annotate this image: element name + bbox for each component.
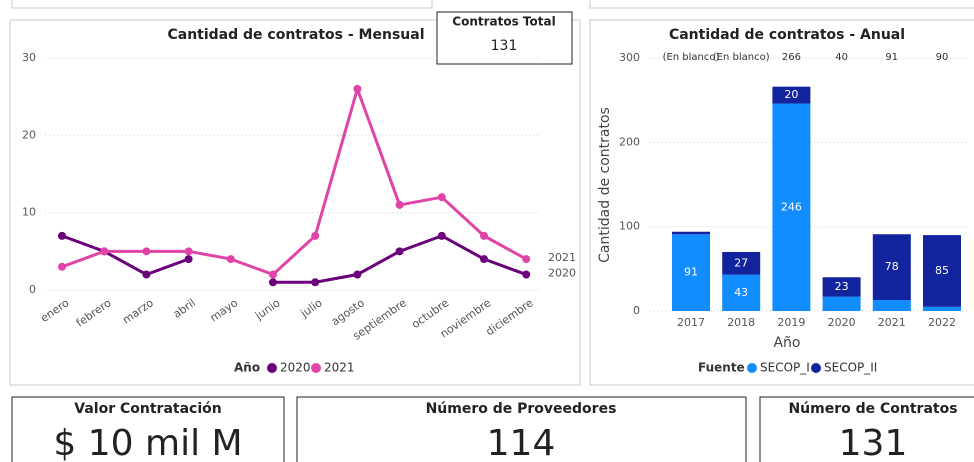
series-end-label: 2021 (548, 251, 576, 264)
x-tick-label: 2017 (677, 316, 705, 329)
point (58, 262, 66, 271)
legend-marker (747, 363, 757, 373)
total-label: 90 (936, 52, 949, 63)
legend-title: Fuente (698, 361, 745, 375)
line (61, 234, 190, 277)
legend-label: SECOP_II (824, 361, 877, 375)
data-label: 27 (734, 256, 748, 269)
data-label: 20 (784, 88, 798, 101)
bar-segment (722, 251, 761, 275)
line (61, 84, 527, 277)
data-label: 23 (835, 280, 849, 293)
point (269, 278, 277, 287)
card-title: Valor Contratación (74, 401, 221, 417)
x-axis-title: Año (773, 335, 800, 351)
series-end-label: 2020 (548, 267, 576, 280)
data-label: 85 (935, 264, 949, 277)
y-tick-label: 100 (619, 220, 640, 233)
point (311, 231, 320, 240)
card-value: 131 (839, 423, 908, 462)
point (184, 255, 193, 264)
card-value: 131 (491, 38, 518, 54)
card (759, 396, 974, 462)
total-label: (En blanco) (713, 52, 770, 63)
bar-segment (822, 296, 861, 311)
bar-segment (872, 300, 911, 311)
point (395, 200, 404, 209)
point (522, 270, 531, 279)
point (311, 278, 320, 287)
bar-segment (772, 86, 811, 104)
data-label: 91 (684, 266, 698, 279)
panel (589, 0, 974, 9)
legend-marker (811, 363, 821, 373)
point (522, 255, 531, 264)
total-label: 266 (782, 52, 801, 63)
bar-segment (923, 306, 961, 311)
data-label: 43 (734, 286, 748, 299)
y-tick-label: 0 (29, 283, 36, 296)
card (11, 396, 285, 462)
card-value: $ 10 mil M (53, 423, 242, 462)
y-tick-label: 0 (633, 304, 640, 317)
point (353, 270, 362, 279)
point (269, 270, 277, 279)
data-label: 246 (781, 200, 802, 213)
legend-title: Año (234, 361, 260, 375)
line-panel (9, 19, 581, 386)
data-label: 78 (885, 260, 899, 273)
bar-segment (923, 235, 961, 307)
total-label: 40 (835, 52, 848, 63)
point (437, 231, 446, 240)
x-tick-label: 2022 (928, 316, 956, 329)
legend-label: 2021 (324, 361, 355, 375)
card-value: 114 (487, 423, 556, 462)
total-label: 91 (885, 52, 898, 63)
bar-segment (672, 234, 710, 311)
chart-title: Cantidad de contratos - Mensual (167, 27, 424, 43)
y-tick-label: 200 (619, 135, 640, 148)
y-tick-label: 300 (619, 51, 640, 64)
card-title: Contratos Total (452, 15, 555, 29)
card-title: Número de Contratos (788, 401, 957, 417)
x-tick-label: 2021 (878, 316, 906, 329)
point (395, 247, 404, 256)
x-tick-label: 2019 (777, 316, 805, 329)
y-tick-label: 30 (22, 51, 36, 64)
x-tick-label: 2018 (727, 316, 755, 329)
legend-label: 2020 (280, 361, 311, 375)
point (480, 255, 488, 264)
y-axis-title: Cantidad de contratos (597, 107, 613, 263)
card (296, 396, 747, 462)
point (184, 247, 193, 256)
point (226, 255, 235, 264)
x-tick-label: 2020 (828, 316, 856, 329)
bar-segment (672, 231, 710, 235)
point (58, 231, 66, 240)
point (100, 247, 109, 256)
legend-label: SECOP_I (760, 361, 810, 375)
point (480, 231, 488, 240)
bar-segment (872, 234, 911, 301)
card (436, 11, 573, 65)
point (437, 193, 446, 202)
card-title: Número de Proveedores (426, 401, 617, 417)
bar-segment (772, 103, 811, 311)
panel (11, 0, 433, 9)
y-tick-label: 10 (22, 206, 36, 219)
y-tick-label: 20 (22, 128, 36, 141)
legend-marker (267, 363, 277, 373)
point (142, 270, 151, 279)
point (142, 247, 151, 256)
bar-segment (822, 277, 861, 297)
bar-segment (722, 274, 761, 311)
total-label: (En blanco) (663, 52, 720, 63)
point (353, 84, 362, 93)
chart-title: Cantidad de contratos - Anual (669, 27, 905, 43)
legend-marker (311, 363, 321, 373)
